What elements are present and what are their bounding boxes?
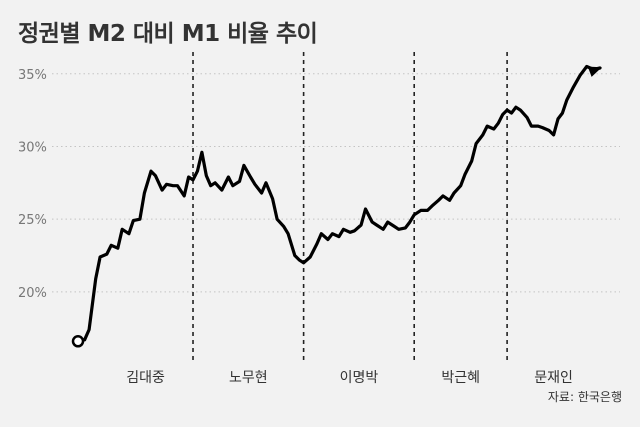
series-line: [76, 64, 602, 343]
y-tick-label: 35%: [18, 68, 47, 83]
page-title: 정권별 M2 대비 M1 비율 추이: [18, 21, 318, 47]
era-label: 박근혜: [441, 370, 480, 386]
end-arrow: [587, 66, 602, 77]
era-labels: 김대중 노무현 이명박 박근혜 문재인: [126, 370, 573, 386]
era-boundaries: [192, 52, 508, 362]
era-label: 문재인: [534, 370, 573, 386]
grid-lines: [52, 73, 620, 293]
source-note: 자료: 한국은행: [547, 390, 622, 404]
y-tick-label: 30%: [18, 140, 47, 155]
era-label: 노무현: [229, 370, 268, 386]
start-marker: [71, 335, 85, 348]
y-tick-label: 25%: [18, 213, 47, 228]
era-label: 이명박: [340, 370, 379, 386]
y-axis-ticks: 20% 25% 30% 35%: [18, 68, 47, 301]
era-label: 김대중: [126, 370, 165, 386]
y-tick-label: 20%: [18, 286, 47, 301]
